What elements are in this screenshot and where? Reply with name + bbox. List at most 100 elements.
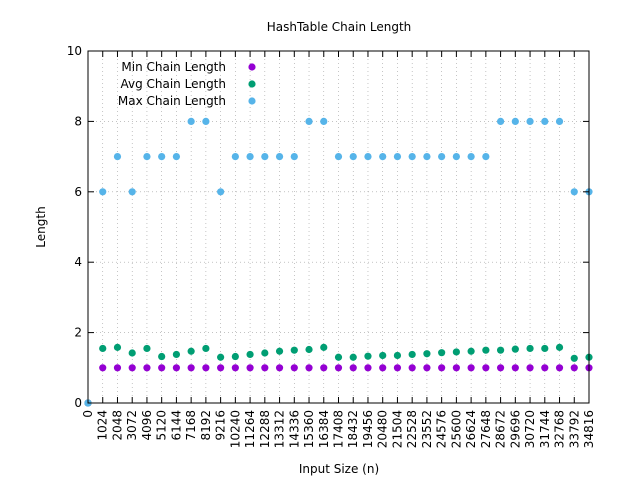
data-point — [438, 364, 446, 372]
data-point — [275, 364, 284, 372]
data-point — [482, 346, 490, 354]
x-tick-label: 20480 — [376, 410, 390, 448]
legend-marker — [248, 80, 256, 88]
x-tick-label: 14336 — [287, 410, 301, 448]
data-point — [187, 117, 195, 125]
data-point — [364, 364, 372, 372]
data-point — [541, 344, 549, 353]
x-tick-label: 26624 — [464, 410, 478, 448]
data-point — [438, 349, 446, 357]
data-point — [172, 364, 181, 372]
data-point — [379, 364, 387, 372]
chart-title: HashTable Chain Length — [267, 20, 412, 34]
data-point — [231, 153, 239, 161]
data-point — [246, 350, 254, 359]
data-point — [555, 364, 564, 372]
x-tick-label: 7168 — [184, 410, 198, 441]
data-point — [511, 117, 519, 125]
x-tick-label: 32768 — [553, 410, 567, 448]
data-point — [423, 364, 431, 372]
x-axis-title: Input Size (n) — [299, 462, 379, 476]
data-point — [172, 153, 181, 161]
legend-label: Min Chain Length — [121, 60, 226, 74]
data-point — [452, 153, 460, 161]
data-point — [305, 364, 313, 372]
x-axis: 0 1024 2048 3072 4096 5120 6144 7168 8192 9216 102… — [81, 51, 596, 448]
legend-label: Max Chain Length — [118, 94, 226, 108]
data-point — [511, 364, 519, 372]
data-point — [467, 364, 475, 372]
data-point — [423, 350, 431, 358]
data-point — [393, 351, 402, 360]
data-point — [379, 351, 387, 360]
data-point — [113, 343, 122, 351]
data-point — [143, 344, 151, 353]
data-point — [570, 354, 578, 362]
data-point — [143, 153, 151, 161]
data-point — [275, 153, 284, 161]
data-point — [349, 153, 357, 161]
plot-points — [84, 117, 593, 407]
data-point — [334, 364, 343, 372]
data-point — [202, 364, 210, 372]
data-point — [393, 364, 402, 372]
x-tick-label: 21504 — [390, 410, 404, 448]
data-point — [526, 344, 534, 353]
series-2 — [84, 117, 593, 407]
data-point — [99, 188, 107, 196]
x-tick-label: 3072 — [125, 410, 139, 441]
data-point — [290, 346, 298, 354]
data-point — [217, 188, 225, 196]
y-tick-label: 2 — [74, 326, 82, 340]
data-point — [496, 346, 505, 354]
x-tick-label: 33792 — [567, 410, 581, 448]
y-tick-label: 10 — [67, 44, 82, 58]
data-point — [526, 117, 534, 125]
data-point — [113, 364, 122, 372]
data-point — [349, 364, 357, 372]
x-tick-label: 30720 — [523, 410, 537, 448]
data-point — [128, 349, 136, 357]
x-tick-label: 16384 — [317, 410, 331, 448]
data-point — [452, 364, 460, 372]
data-point — [158, 153, 166, 161]
grid — [88, 51, 589, 403]
data-point — [349, 353, 357, 361]
data-point — [334, 153, 343, 161]
data-point — [187, 347, 195, 355]
data-point — [467, 347, 475, 355]
data-point — [364, 153, 372, 161]
data-point — [320, 117, 328, 125]
data-point — [305, 117, 313, 125]
data-point — [305, 345, 313, 354]
data-point — [320, 364, 328, 372]
data-point — [128, 364, 136, 372]
data-point — [541, 117, 549, 125]
x-tick-label: 23552 — [420, 410, 434, 448]
x-tick-label: 22528 — [405, 410, 419, 448]
data-point — [364, 352, 372, 360]
x-tick-label: 18432 — [346, 410, 360, 448]
data-point — [467, 153, 475, 161]
x-tick-label: 0 — [81, 410, 95, 418]
data-point — [246, 364, 254, 372]
data-point — [408, 350, 416, 359]
data-point — [570, 364, 578, 372]
x-tick-label: 27648 — [479, 410, 493, 448]
data-point — [511, 345, 519, 353]
data-point — [379, 153, 387, 161]
data-point — [99, 344, 107, 353]
data-point — [290, 364, 298, 372]
data-point — [128, 188, 136, 196]
data-point — [231, 352, 239, 361]
x-tick-label: 17408 — [332, 410, 346, 448]
data-point — [320, 343, 328, 351]
data-point — [158, 352, 166, 361]
data-point — [275, 347, 284, 355]
x-tick-label: 10240 — [228, 410, 242, 448]
data-point — [217, 353, 225, 361]
legend-marker — [248, 97, 256, 105]
data-point — [423, 153, 431, 161]
y-axis-title: Length — [34, 206, 48, 247]
x-tick-label: 28672 — [494, 410, 508, 448]
